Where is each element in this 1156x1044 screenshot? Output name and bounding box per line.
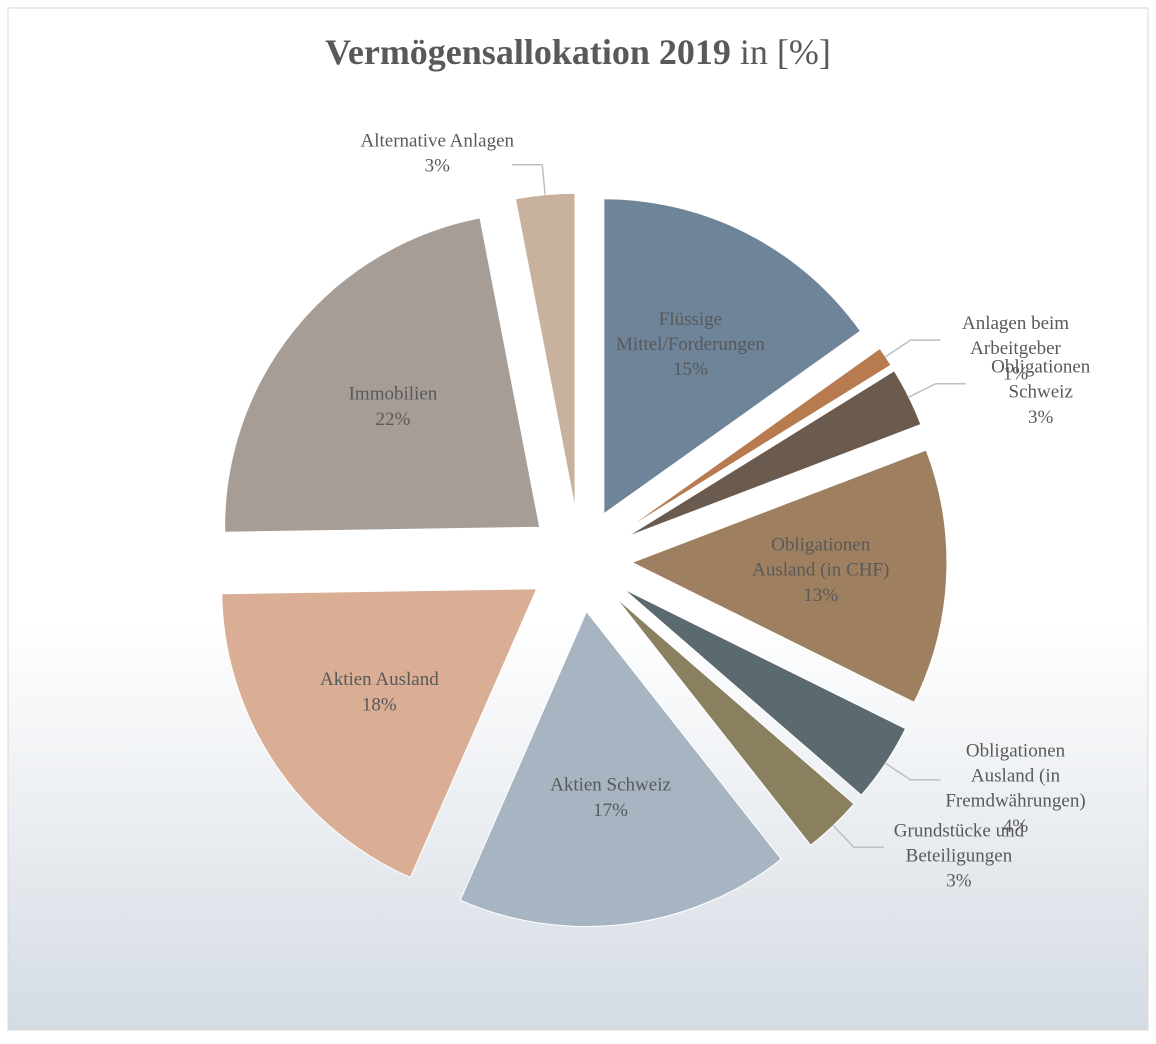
value-label: 3% xyxy=(946,871,972,892)
value-label: 1% xyxy=(1003,363,1029,384)
chart-title: Vermögensallokation 2019 in [%] xyxy=(325,32,831,72)
category-label: Obligationen Ausland (in CHF) xyxy=(752,535,889,581)
value-label: 18% xyxy=(362,694,397,715)
leader-line xyxy=(908,382,966,398)
leader-line xyxy=(885,339,941,358)
value-label: 17% xyxy=(593,800,628,821)
pie-slice xyxy=(626,370,922,538)
category-label: Obligationen Ausland (in Fremdwährungen) xyxy=(945,741,1085,812)
category-label: Anlagen beim Arbeitgeber xyxy=(962,313,1069,359)
title: Vermögensallokation 2019 xyxy=(325,32,731,72)
value-label: 3% xyxy=(1028,407,1054,428)
category-label: Aktien Ausland xyxy=(320,669,439,690)
pie-slice xyxy=(630,449,948,704)
category-label: Grundstücke und Beteiligungen xyxy=(894,821,1025,867)
value-label: 4% xyxy=(1003,816,1029,837)
value-label: 22% xyxy=(376,409,411,430)
subtitle: in [%] xyxy=(740,32,831,72)
leader-line xyxy=(885,762,941,781)
value-label: 15% xyxy=(673,359,708,380)
category-label: Obligationen Schweiz xyxy=(991,357,1091,403)
category-label: Flüssige Mittel/Forderungen xyxy=(616,309,765,355)
value-label: 13% xyxy=(803,585,838,606)
pie-slice xyxy=(221,588,538,879)
pie-slice xyxy=(224,217,541,533)
pie-slice xyxy=(615,597,855,846)
leader-line xyxy=(832,825,884,849)
category-label: Alternative Anlagen xyxy=(360,131,514,152)
pie-slice xyxy=(603,198,862,515)
pie-slice xyxy=(514,192,576,509)
pie-slice xyxy=(623,347,892,532)
value-label: 3% xyxy=(425,156,451,177)
leader-line xyxy=(512,164,546,195)
pie-slice xyxy=(459,610,783,928)
category-label: Immobilien xyxy=(349,384,438,405)
category-label: Aktien Schweiz xyxy=(550,775,671,796)
